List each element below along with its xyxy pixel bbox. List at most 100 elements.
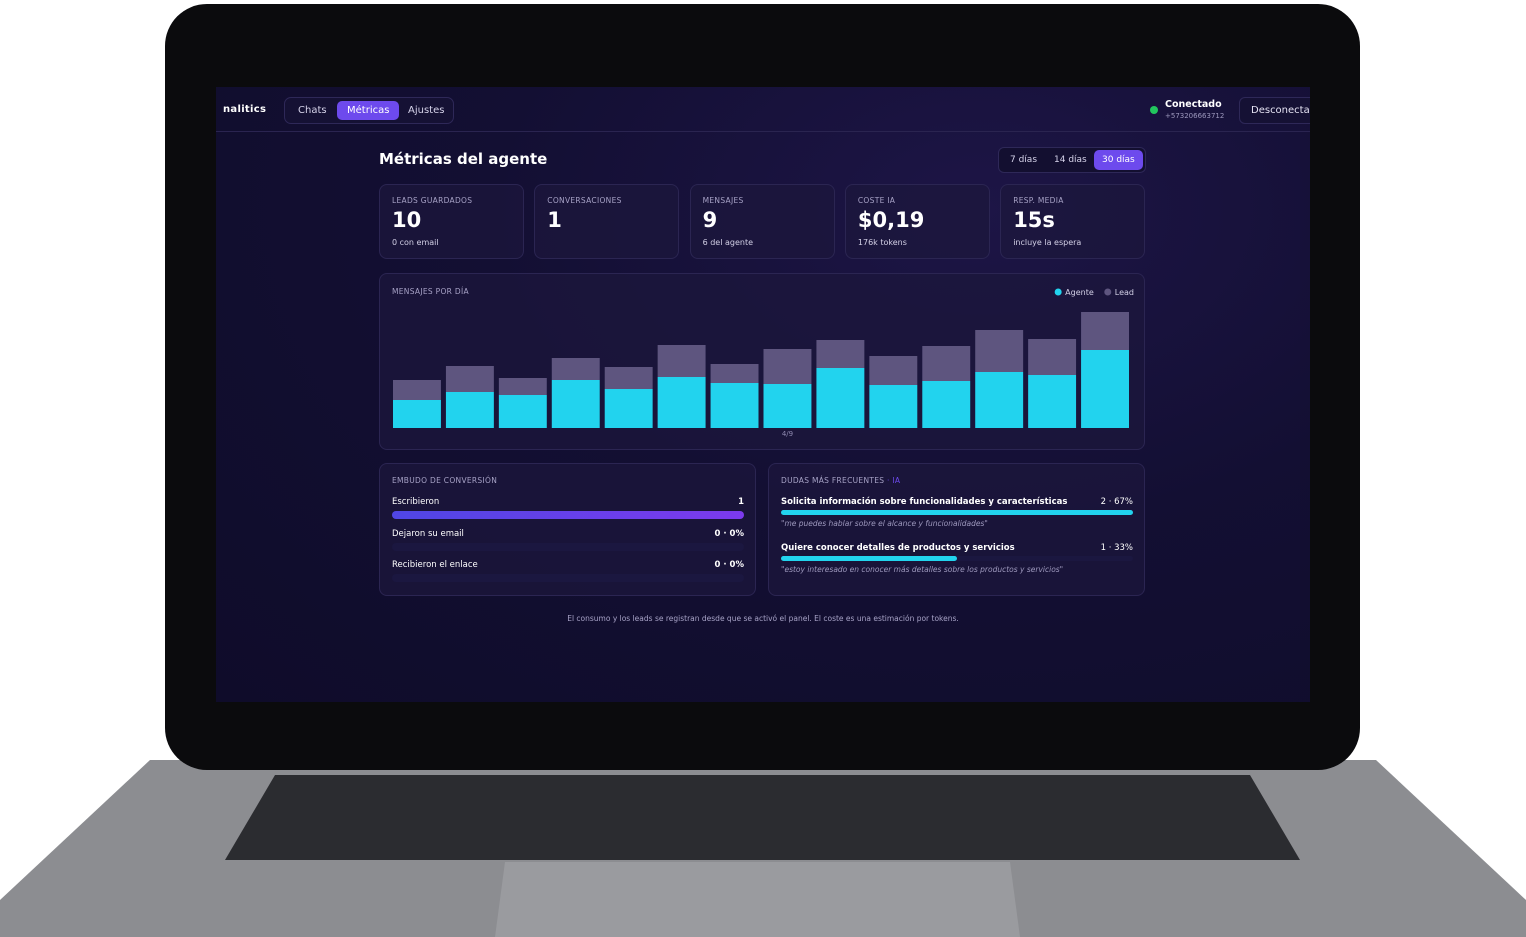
bar-segment: [922, 381, 971, 428]
screen: nalitics Chats Métricas Ajustes Conectado …: [216, 87, 1310, 702]
legend-label: Agente: [1065, 288, 1094, 297]
page-title: Métricas del agente: [379, 150, 548, 168]
faq-question: Quiere conocer detalles de productos y s…: [781, 542, 1015, 553]
trackpad: [495, 862, 1020, 937]
tab[interactable]: Chats: [298, 105, 327, 116]
bar-segment: [710, 364, 759, 383]
phone: +573206663712: [1165, 112, 1225, 120]
funnel-row: Dejaron su email 0 · 0%: [392, 529, 744, 553]
stat-value: 10: [392, 208, 422, 232]
stat-card: MENSAJES 9 6 del agente: [689, 184, 835, 259]
range-group: 7 días 14 días 30 días: [998, 147, 1146, 173]
funnel-bar: [392, 511, 744, 519]
bar-segment: [710, 383, 759, 428]
bar-segment: [551, 380, 600, 428]
bar-segment: [393, 380, 441, 400]
stat-label: RESP. MEDIA: [1013, 196, 1064, 205]
footer-note: El consumo y los leads se registran desd…: [567, 614, 959, 623]
bar-segment: [1081, 350, 1129, 428]
funnel-track: [392, 511, 744, 519]
tab[interactable]: Métricas: [337, 101, 400, 120]
funnel-panel: EMBUDO DE CONVERSIÓN Escribieron 1 Dejaron…: [379, 463, 756, 596]
bar-segment: [657, 345, 706, 377]
bar-segment: [975, 372, 1024, 428]
faq-track: [781, 510, 1133, 515]
bar-segment: [1028, 339, 1077, 375]
panel-title-text: DUDAS MÁS FRECUENTES: [781, 476, 885, 485]
x-tick-label: 4/9: [782, 430, 793, 438]
keyboard: [225, 775, 1300, 860]
tag: · IA: [887, 476, 901, 485]
stat-label: LEADS GUARDADOS: [392, 196, 473, 205]
faq-row: Solicita información sobre funcionalidad…: [781, 497, 1133, 537]
funnel-row: Recibieron el enlace 0 · 0%: [392, 560, 744, 584]
faq-panel: DUDAS MÁS FRECUENTES · IA Solicita infor…: [768, 463, 1145, 596]
chart: MENSAJES POR DÍA 4/9 Lead Agente: [392, 287, 1134, 438]
stat-label: MENSAJES: [702, 196, 744, 205]
funnel-label: Recibieron el enlace: [392, 560, 478, 570]
stat-card: CONVERSACIONES 1: [534, 184, 680, 259]
faq-row: Quiere conocer detalles de productos y s…: [781, 543, 1133, 583]
bar-segment: [763, 349, 812, 384]
chart-panel: MENSAJES POR DÍA 4/9 Lead Agente: [379, 273, 1145, 450]
bar-segment: [763, 384, 812, 428]
funnel-track: [392, 542, 744, 551]
nav-bar: nalitics Chats Métricas Ajustes Conectado …: [216, 87, 1310, 132]
bar-segment: [1028, 375, 1077, 428]
faq-bar: [781, 510, 1133, 515]
range-button[interactable]: 14 días: [1054, 155, 1087, 165]
funnel-label: Dejaron su email: [392, 528, 464, 539]
stat-note: 0 con email: [392, 238, 439, 247]
bar-segment: [393, 400, 441, 428]
stat-label: CONVERSACIONES: [547, 196, 622, 205]
bar-segment: [445, 392, 494, 428]
status-dot: [1150, 106, 1158, 114]
range-button[interactable]: 30 días: [1094, 150, 1143, 170]
bar-segment: [869, 356, 918, 385]
stat-card: LEADS GUARDADOS 10 0 con email: [379, 184, 524, 259]
funnel-value: 1: [738, 497, 744, 507]
legend-label: Lead: [1115, 288, 1134, 297]
bar-segment: [816, 340, 865, 368]
brand: nalitics: [223, 104, 267, 115]
legend-swatch: [1104, 288, 1112, 296]
bar-segment: [445, 366, 494, 392]
bar-segment: [604, 367, 653, 389]
disconnect-button[interactable]: Desconectar: [1239, 97, 1310, 124]
faq-quote: "estoy interesado en conocer más detalle…: [781, 564, 1064, 574]
legend-swatch: [1054, 288, 1062, 296]
funnel-value: 0 · 0%: [714, 560, 745, 570]
stat-card: COSTE IA $0,19 176k tokens: [844, 184, 990, 259]
bar-segment: [657, 377, 706, 428]
stat-note: incluye la espera: [1013, 238, 1082, 247]
bar-segment: [498, 395, 547, 428]
bar-segment: [869, 385, 918, 428]
status: Conectado: [1165, 99, 1222, 110]
stat-value: 1: [547, 208, 562, 232]
bar-segment: [604, 389, 653, 428]
stat-label: COSTE IA: [857, 196, 896, 205]
stat-value: 15s: [1013, 208, 1055, 232]
bar-segment: [922, 346, 971, 381]
range-button[interactable]: 7 días: [1010, 155, 1038, 165]
bar-segment: [975, 330, 1024, 372]
bar-segment: [1081, 312, 1129, 350]
stat-note: 6 del agente: [702, 238, 754, 247]
stat-value: $0,19: [857, 208, 925, 232]
tab[interactable]: Ajustes: [408, 105, 445, 116]
tab-group: Chats Métricas Ajustes: [284, 97, 454, 124]
funnel-value: 0 · 0%: [714, 528, 745, 539]
panel-title: DUDAS MÁS FRECUENTES · IA: [781, 476, 900, 485]
faq-value: 2 · 67%: [1100, 497, 1133, 507]
faq-quote: "me puedes hablar sobre el alcance y fun…: [781, 519, 988, 528]
faq-track: [781, 555, 1133, 561]
stat-card: RESP. MEDIA 15s incluye la espera: [1000, 184, 1146, 259]
funnel-row: Escribieron 1: [392, 497, 744, 521]
panel-title: EMBUDO DE CONVERSIÓN: [392, 476, 498, 485]
stat-note: 176k tokens: [857, 238, 907, 247]
stat-value: 9: [702, 208, 718, 232]
funnel-label: Escribieron: [392, 497, 440, 507]
bar-segment: [551, 358, 600, 380]
